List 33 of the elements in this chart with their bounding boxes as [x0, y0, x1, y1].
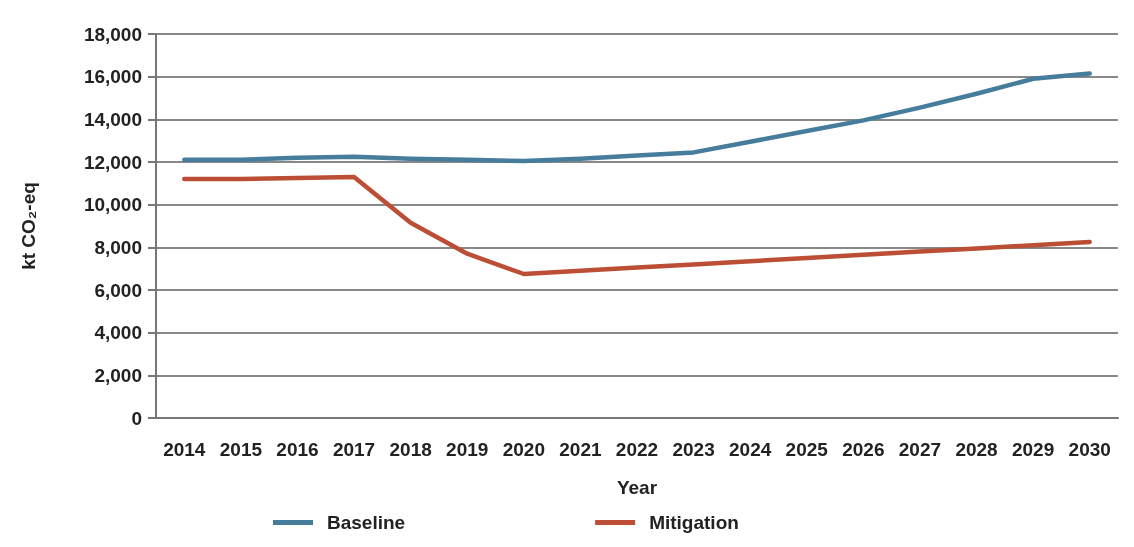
x-tick-label: 2019: [446, 439, 489, 460]
y-tick-label: 14,000: [83, 108, 142, 130]
x-tick-label: 2023: [672, 439, 715, 460]
line-series: [182, 174, 1092, 277]
line-series: [182, 71, 1092, 164]
y-tick-label: 16,000: [83, 66, 142, 88]
x-tick-label: 2030: [1068, 439, 1111, 460]
x-tick-label: 2015: [219, 439, 263, 460]
x-tick-label: 2025: [785, 439, 829, 460]
x-tick-label: 2027: [898, 439, 942, 460]
y-tick-label: 18,000: [83, 23, 142, 45]
x-tick-label: 2020: [502, 439, 545, 460]
y-tick-label: 0: [131, 407, 142, 429]
x-tick-label: 2017: [332, 439, 376, 460]
x-tick-label: 2016: [276, 439, 319, 460]
y-tick-label: 6,000: [94, 279, 142, 301]
x-tick-label: 2018: [389, 439, 432, 460]
x-tick-label: 2026: [842, 439, 885, 460]
y-tick-label: 12,000: [83, 151, 142, 173]
y-tick-label: 10,000: [83, 194, 142, 216]
y-axis-title: kt CO₂-eq: [18, 182, 39, 270]
y-tick-label: 2,000: [94, 364, 142, 386]
legend-label: Baseline: [327, 512, 406, 533]
y-tick-label: 8,000: [94, 236, 142, 258]
x-tick-label: 2028: [955, 439, 998, 460]
x-tick-label: 2014: [163, 439, 206, 460]
legend-label: Mitigation: [649, 512, 739, 533]
x-tick-label: 2024: [729, 439, 772, 460]
x-tick-label: 2029: [1011, 439, 1055, 460]
x-tick-label: 2022: [615, 439, 659, 460]
x-axis-title: Year: [616, 477, 658, 498]
x-tick-label: 2021: [559, 439, 602, 460]
y-tick-label: 4,000: [94, 322, 142, 344]
